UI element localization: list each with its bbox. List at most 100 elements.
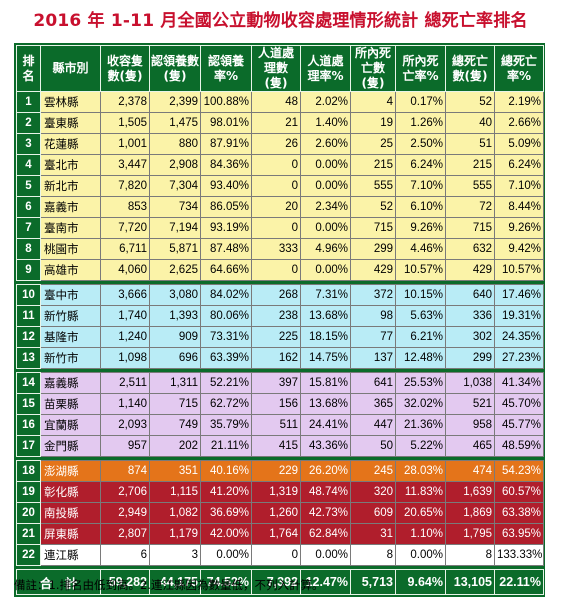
shelter-death-rate-cell: 1.10% xyxy=(395,523,446,545)
shelter-deaths-cell: 715 xyxy=(350,217,396,239)
county-cell: 澎湖縣 xyxy=(40,460,101,482)
rank-cell: 17 xyxy=(16,435,41,457)
adopted-cell: 5,871 xyxy=(149,238,201,260)
euthanized-cell: 229 xyxy=(251,460,301,482)
euthanasia-rate-cell: 0.00% xyxy=(300,259,351,281)
euthanized-cell: 0 xyxy=(251,259,301,281)
total-death-rate-cell: 7.10% xyxy=(494,175,544,197)
shelter-deaths-cell: 4 xyxy=(350,91,396,113)
adopted-cell: 3 xyxy=(149,544,201,566)
intake-cell: 2,706 xyxy=(100,481,150,503)
euthanized-cell: 1,260 xyxy=(251,502,301,524)
euthanasia-rate-cell: 7.31% xyxy=(300,284,351,306)
total-death-rate-cell: 9.26% xyxy=(494,217,544,239)
adopted-cell: 749 xyxy=(149,414,201,436)
rank-cell: 22 xyxy=(16,544,41,566)
total-death-rate-cell: 54.23% xyxy=(494,460,544,482)
total-deaths-cell: 715 xyxy=(445,217,495,239)
intake-cell: 2,511 xyxy=(100,372,150,394)
adopted-cell: 2,399 xyxy=(149,91,201,113)
rank-cell: 4 xyxy=(16,154,41,176)
header-adopted: 認領養數(隻) xyxy=(149,45,201,92)
table-row: 18 澎湖縣 874 351 40.16% 229 26.20% 245 28.03% 474 54… xyxy=(16,460,544,482)
intake-cell: 6,711 xyxy=(100,238,150,260)
table-row: 19 彰化縣 2,706 1,115 41.20% 1,319 48.74% 320 11.83… xyxy=(16,481,544,503)
table-row: 12 基隆市 1,240 909 73.31% 225 18.15% 77 6.21% 302 24… xyxy=(16,326,544,348)
euthanasia-rate-cell: 2.34% xyxy=(300,196,351,218)
shelter-death-rate-cell: 7.10% xyxy=(395,175,446,197)
total-deaths-cell: 302 xyxy=(445,326,495,348)
shelter-death-rate-cell: 9.26% xyxy=(395,217,446,239)
total-death-rate-cell: 45.70% xyxy=(494,393,544,415)
rank-cell: 18 xyxy=(16,460,41,482)
adopted-cell: 7,194 xyxy=(149,217,201,239)
shelter-death-rate-cell: 6.21% xyxy=(395,326,446,348)
shelter-death-rate-cell: 21.36% xyxy=(395,414,446,436)
total-deaths-cell: 52 xyxy=(445,91,495,113)
euthanized-cell: 268 xyxy=(251,284,301,306)
total-death-rate-cell: 19.31% xyxy=(494,305,544,327)
adopted-cell: 1,082 xyxy=(149,502,201,524)
euthanized-cell: 238 xyxy=(251,305,301,327)
total-shelter-death-rate-cell: 9.64% xyxy=(395,569,446,595)
euthanasia-rate-cell: 4.96% xyxy=(300,238,351,260)
total-death-rate-cell: 6.24% xyxy=(494,154,544,176)
table-row: 7 臺南市 7,720 7,194 93.19% 0 0.00% 715 9.26% 715 9.2… xyxy=(16,217,544,239)
adopted-cell: 202 xyxy=(149,435,201,457)
total-deaths-cell: 632 xyxy=(445,238,495,260)
shelter-death-rate-cell: 20.65% xyxy=(395,502,446,524)
row-separator xyxy=(16,456,544,461)
footnote: 備註：1.排名由低到高。2.連江縣因為數量低，不列入計算。 xyxy=(14,578,324,592)
euthanized-cell: 21 xyxy=(251,112,301,134)
adoption-rate-cell: 84.02% xyxy=(200,284,252,306)
table-body: 1 雲林縣 2,378 2,399 100.88% 48 2.02% 4 0.17% 52 2.19… xyxy=(16,91,544,595)
shelter-death-rate-cell: 6.10% xyxy=(395,196,446,218)
total-deaths-cell: 1,038 xyxy=(445,372,495,394)
adoption-rate-cell: 0.00% xyxy=(200,544,252,566)
intake-cell: 1,098 xyxy=(100,347,150,369)
euthanasia-rate-cell: 2.02% xyxy=(300,91,351,113)
total-deaths-cell: 40 xyxy=(445,112,495,134)
table-row: 17 金門縣 957 202 21.11% 415 43.36% 50 5.22% 465 48.5… xyxy=(16,435,544,457)
euthanized-cell: 333 xyxy=(251,238,301,260)
shelter-deaths-cell: 429 xyxy=(350,259,396,281)
separator-cell xyxy=(16,565,544,570)
table-row: 16 宜蘭縣 2,093 749 35.79% 511 24.41% 447 21.36% 958… xyxy=(16,414,544,436)
county-cell: 臺北市 xyxy=(40,154,101,176)
euthanasia-rate-cell: 24.41% xyxy=(300,414,351,436)
shelter-deaths-cell: 320 xyxy=(350,481,396,503)
header-intake: 收容隻數(隻) xyxy=(100,45,150,92)
stats-table: 排名 縣市別 收容隻數(隻) 認領養數(隻) 認領養率% 人道處理數(隻) 人道… xyxy=(16,45,544,595)
total-death-rate-cell: 5.09% xyxy=(494,133,544,155)
shelter-death-rate-cell: 12.48% xyxy=(395,347,446,369)
total-deaths-cell: 521 xyxy=(445,393,495,415)
adoption-rate-cell: 73.31% xyxy=(200,326,252,348)
euthanasia-rate-cell: 0.00% xyxy=(300,217,351,239)
adopted-cell: 1,475 xyxy=(149,112,201,134)
euthanized-cell: 1,764 xyxy=(251,523,301,545)
shelter-deaths-cell: 98 xyxy=(350,305,396,327)
total-deaths-cell: 336 xyxy=(445,305,495,327)
adopted-cell: 2,908 xyxy=(149,154,201,176)
county-cell: 嘉義市 xyxy=(40,196,101,218)
total-deaths-cell: 1,869 xyxy=(445,502,495,524)
shelter-death-rate-cell: 32.02% xyxy=(395,393,446,415)
intake-cell: 3,666 xyxy=(100,284,150,306)
euthanized-cell: 156 xyxy=(251,393,301,415)
total-death-rate-cell: 17.46% xyxy=(494,284,544,306)
rank-cell: 9 xyxy=(16,259,41,281)
shelter-deaths-cell: 365 xyxy=(350,393,396,415)
intake-cell: 1,140 xyxy=(100,393,150,415)
euthanasia-rate-cell: 48.74% xyxy=(300,481,351,503)
county-cell: 金門縣 xyxy=(40,435,101,457)
header-rank: 排名 xyxy=(16,45,41,92)
shelter-deaths-cell: 137 xyxy=(350,347,396,369)
table-row: 2 臺東縣 1,505 1,475 98.01% 21 1.40% 19 1.26% 40 2.66… xyxy=(16,112,544,134)
rank-cell: 11 xyxy=(16,305,41,327)
county-cell: 嘉義縣 xyxy=(40,372,101,394)
rank-cell: 12 xyxy=(16,326,41,348)
total-death-rate-cell: 10.57% xyxy=(494,259,544,281)
shelter-deaths-cell: 8 xyxy=(350,544,396,566)
total-death-rate-cell: 27.23% xyxy=(494,347,544,369)
header-shelter-death-rate: 所內死亡率% xyxy=(395,45,446,92)
